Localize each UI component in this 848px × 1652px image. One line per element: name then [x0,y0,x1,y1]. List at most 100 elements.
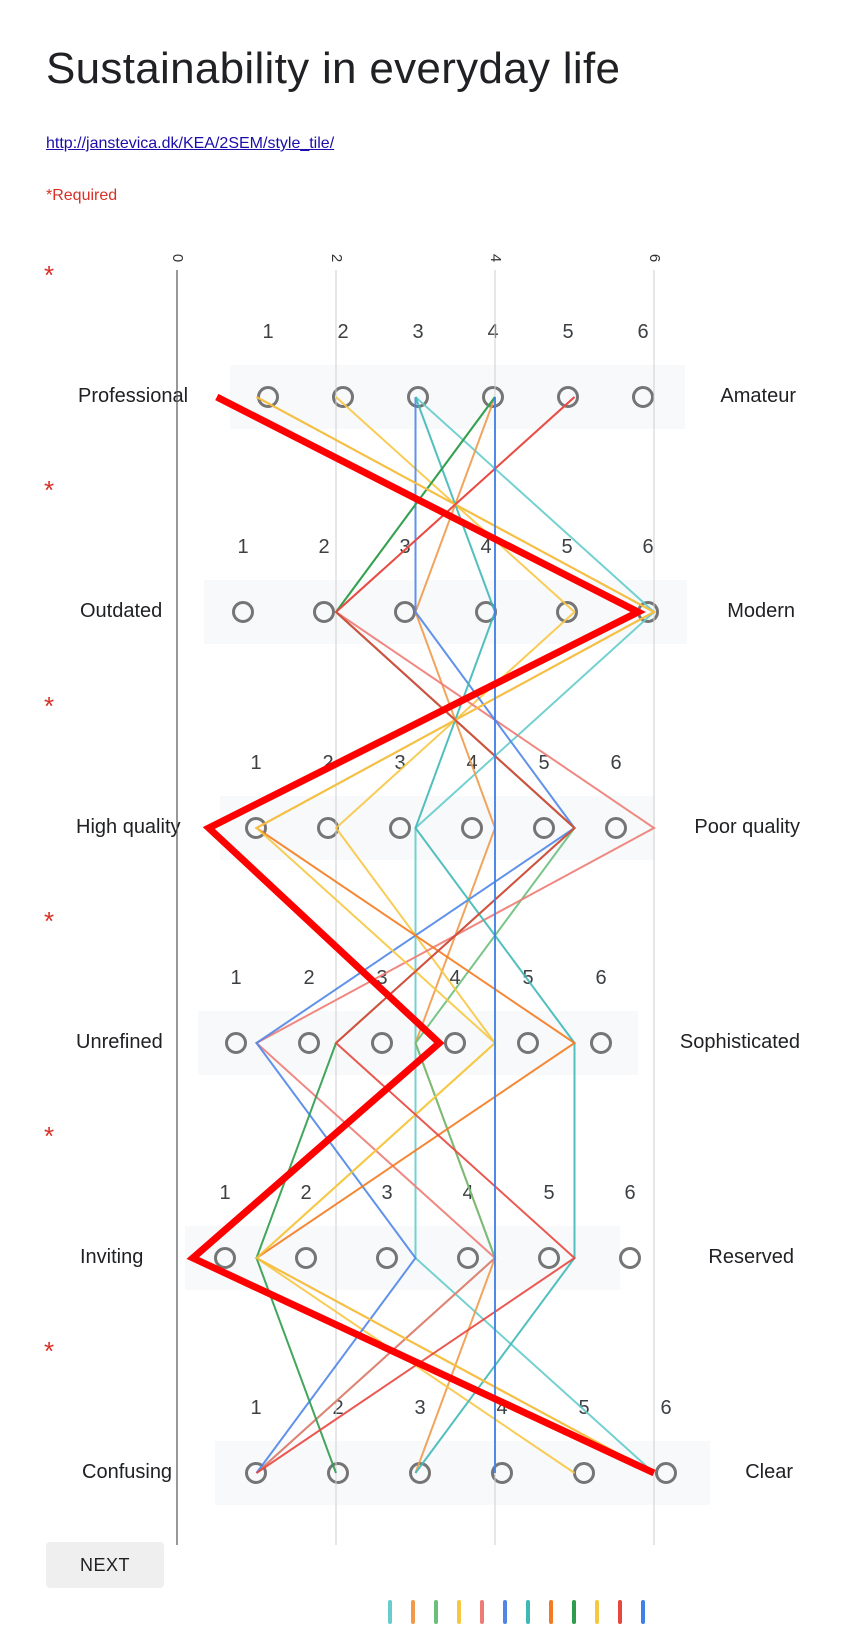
legend-swatch [549,1600,553,1624]
legend-swatch [595,1600,599,1624]
required-star: * [44,1121,55,1151]
legend-swatch [641,1600,645,1624]
scale-row-background [204,580,687,644]
radio-option[interactable] [538,1247,560,1269]
scale-number: 2 [322,752,334,774]
legend-swatch [572,1600,576,1624]
radio-option[interactable] [475,601,497,623]
scale-left-label: Outdated [80,600,163,622]
required-star: * [44,475,55,505]
scale-number: 1 [250,752,262,774]
radio-option[interactable] [590,1032,612,1054]
radio-option[interactable] [573,1462,595,1484]
legend-swatch [457,1600,461,1624]
radio-option[interactable] [491,1462,513,1484]
scale-left-label: Confusing [82,1461,173,1483]
radio-option[interactable] [557,386,579,408]
chart-tick-label: 0 [169,254,186,262]
radio-option[interactable] [295,1247,317,1269]
scale-number: 5 [538,752,550,774]
scale-number: 2 [332,1397,344,1419]
radio-option[interactable] [407,386,429,408]
scale-row-background [230,365,685,429]
required-star: * [44,906,55,936]
scale-number: 5 [578,1397,590,1419]
scale-number: 2 [300,1182,312,1204]
scale-left-label: High quality [76,816,181,838]
radio-option[interactable] [225,1032,247,1054]
scale-right-label: Amateur [720,385,796,407]
radio-option[interactable] [332,386,354,408]
radio-option[interactable] [245,817,267,839]
radio-option[interactable] [605,817,627,839]
radio-option[interactable] [619,1247,641,1269]
required-star: * [44,1336,55,1366]
scale-number: 1 [219,1182,231,1204]
radio-option[interactable] [457,1247,479,1269]
scale-number: 3 [376,967,388,989]
highlight-series-line [186,393,656,1477]
radio-option[interactable] [317,817,339,839]
radio-option[interactable] [517,1032,539,1054]
radio-option[interactable] [313,601,335,623]
radio-option[interactable] [327,1462,349,1484]
scale-number: 5 [543,1182,555,1204]
scale-number: 6 [610,752,622,774]
legend-swatch [526,1600,530,1624]
series-line [254,396,657,1474]
series-line [255,396,576,1474]
chart-tick-label: 6 [646,254,663,262]
radio-option[interactable] [245,1462,267,1484]
radio-option[interactable] [637,601,659,623]
radio-option[interactable] [444,1032,466,1054]
radio-option[interactable] [394,601,416,623]
radio-option[interactable] [371,1032,393,1054]
scale-left-label: Unrefined [76,1031,163,1053]
scale-number: 1 [230,967,242,989]
radio-option[interactable] [632,386,654,408]
scale-number: 1 [237,536,249,558]
scale-number: 3 [394,752,406,774]
radio-option[interactable] [533,817,555,839]
next-button[interactable]: NEXT [46,1542,164,1588]
legend-swatch [388,1600,392,1624]
required-star: * [44,260,55,290]
scale-number: 6 [595,967,607,989]
scale-number: 4 [466,752,478,774]
scale-right-label: Modern [727,600,795,622]
scale-number: 4 [449,967,461,989]
scale-number: 6 [624,1182,636,1204]
radio-option[interactable] [298,1032,320,1054]
radio-option[interactable] [409,1462,431,1484]
style-tile-link[interactable]: http://janstevica.dk/KEA/2SEM/style_tile… [46,135,335,152]
scale-row-background [198,1011,638,1075]
scale-row-background [220,796,655,860]
scale-right-label: Sophisticated [679,1031,800,1053]
radio-option[interactable] [376,1247,398,1269]
radio-option[interactable] [482,386,504,408]
scale-number: 2 [337,321,349,343]
radio-option[interactable] [214,1247,236,1269]
radio-option[interactable] [461,817,483,839]
scale-number: 3 [381,1182,393,1204]
radio-option[interactable] [556,601,578,623]
radio-option[interactable] [389,817,411,839]
radio-option[interactable] [655,1462,677,1484]
required-star: * [44,691,55,721]
scale-number: 4 [480,536,492,558]
scale-right-label: Clear [745,1461,793,1483]
scale-number: 5 [522,967,534,989]
legend-swatch [480,1600,484,1624]
series-line [254,396,657,1474]
legend-swatch [434,1600,438,1624]
scale-number: 3 [412,321,424,343]
scale-number: 1 [250,1397,262,1419]
radio-option[interactable] [232,601,254,623]
legend-swatch [618,1600,622,1624]
legend-swatch [411,1600,415,1624]
series-line [255,396,577,1474]
scale-number: 2 [303,967,315,989]
radio-option[interactable] [257,386,279,408]
scale-right-label: Poor quality [694,816,800,838]
scale-number: 4 [462,1182,474,1204]
